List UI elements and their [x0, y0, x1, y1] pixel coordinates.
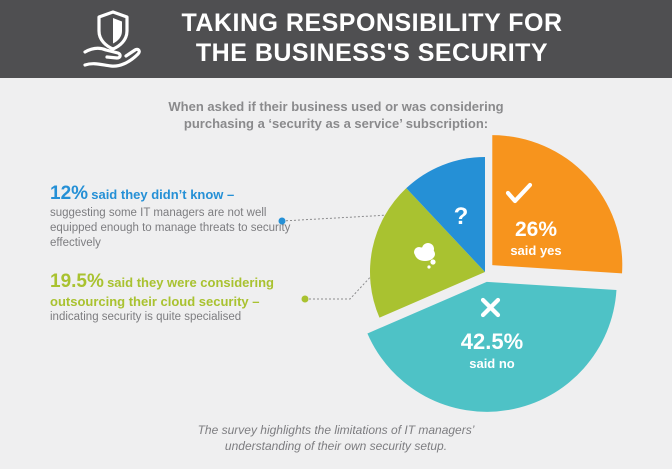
note-considering: 19.5% said they were considering outsour…: [50, 272, 298, 325]
note-considering-headline-1: said they were considering: [107, 275, 274, 290]
note-dont-know-headline: said they didn’t know –: [91, 187, 235, 202]
note-dont-know-percent: 12%: [50, 183, 89, 204]
slice-label-yes-text: said yes: [510, 243, 561, 258]
check-icon: [505, 182, 533, 204]
survey-question: When asked if their business used or was…: [120, 98, 552, 132]
page-title: TAKING RESPONSIBILITY FOR THE BUSINESS'S…: [152, 8, 592, 68]
leader-dot-considering: [301, 295, 309, 303]
pie-slice-dont-know: [406, 157, 485, 272]
title-line-2: THE BUSINESS'S SECURITY: [195, 39, 549, 67]
shield-in-hand-icon: [83, 10, 141, 68]
footer-line-1: The survey highlights the limitations of…: [197, 423, 475, 437]
cross-icon: [480, 297, 501, 318]
footer-line-2: understanding of their own security setu…: [224, 439, 448, 453]
leader-dot-dont-know: [278, 217, 286, 225]
slice-label-yes-value: 26%: [515, 218, 557, 241]
slice-label-no-text: said no: [469, 356, 515, 371]
footer-note: The survey highlights the limitations of…: [150, 422, 522, 454]
question-line-1: When asked if their business used or was…: [168, 99, 504, 114]
header-banner: TAKING RESPONSIBILITY FOR THE BUSINESS'S…: [0, 0, 672, 78]
note-considering-percent: 19.5%: [50, 271, 104, 292]
note-considering-headline-2: outsourcing their cloud security –: [50, 294, 260, 309]
pie-slice-yes: [492, 135, 623, 274]
note-dont-know-body: suggesting some IT managers are not well…: [50, 207, 291, 249]
slice-label-no-value: 42.5%: [461, 329, 523, 354]
title-line-1: TAKING RESPONSIBILITY FOR: [181, 9, 563, 37]
pie-slice-no: [367, 281, 617, 412]
cloud-icon: [414, 243, 436, 269]
question-icon: ?: [454, 203, 469, 230]
question-line-2: purchasing a ‘security as a service’ sub…: [183, 116, 489, 131]
note-considering-body: indicating security is quite specialised: [50, 311, 242, 323]
note-dont-know: 12% said they didn’t know – suggesting s…: [50, 184, 298, 251]
